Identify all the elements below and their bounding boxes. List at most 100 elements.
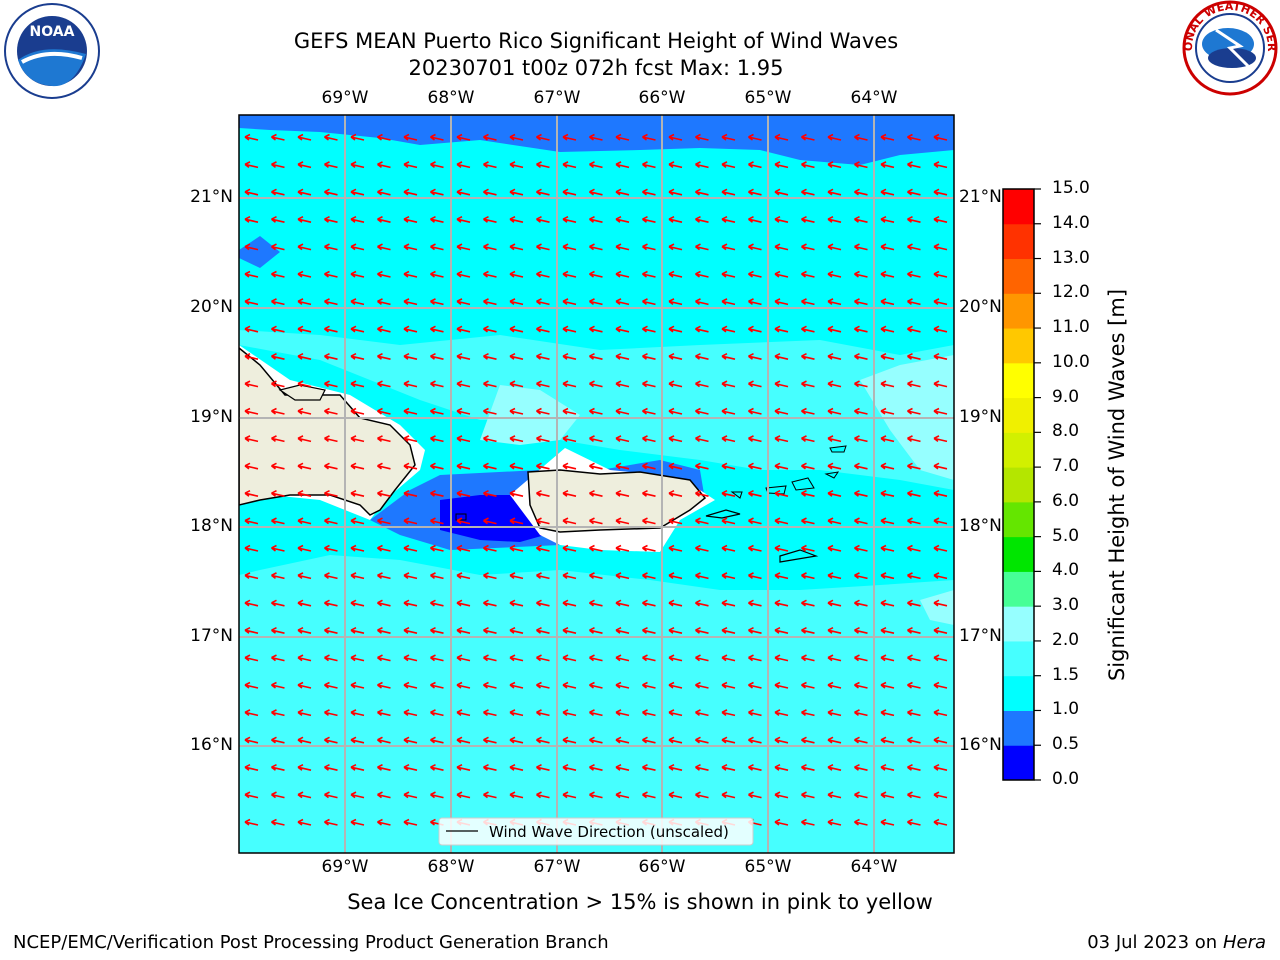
wave-direction-arrow — [774, 489, 789, 497]
lon-label-top: 67°W — [533, 88, 581, 108]
colorbar-tick-label: 8.0 — [1052, 421, 1080, 442]
wave-direction-arrow — [350, 188, 365, 196]
wave-direction-arrow — [933, 654, 948, 662]
wave-direction-arrow — [695, 215, 709, 223]
wave-direction-arrow — [695, 544, 709, 552]
wave-direction-arrow — [509, 489, 524, 497]
lon-label-bottom: 65°W — [744, 857, 792, 877]
wave-direction-arrow — [668, 763, 683, 771]
wave-direction-arrow — [430, 215, 444, 223]
wave-direction-arrow — [377, 298, 391, 306]
wave-direction-arrow — [271, 298, 285, 306]
wave-direction-arrow — [244, 791, 259, 799]
wave-direction-arrow — [324, 489, 338, 497]
wave-direction-arrow — [642, 626, 656, 634]
wave-direction-arrow — [933, 435, 948, 443]
wave-direction-arrow — [801, 626, 815, 634]
wave-direction-arrow — [668, 544, 683, 552]
wave-direction-arrow — [430, 133, 444, 141]
wave-direction-arrow — [695, 270, 709, 278]
wave-direction-arrow — [615, 599, 630, 607]
wave-direction-arrow — [907, 654, 921, 662]
wave-direction-arrow — [536, 709, 550, 717]
wave-direction-arrow — [244, 380, 259, 388]
wave-direction-arrow — [880, 325, 895, 333]
noaa-logo-text: NOAA — [30, 24, 75, 40]
wave-direction-arrow — [907, 188, 921, 196]
wave-direction-arrow — [907, 736, 921, 744]
wave-direction-arrow — [642, 270, 656, 278]
wave-direction-arrow — [483, 188, 497, 196]
wave-direction-arrow — [589, 517, 603, 525]
lat-label-left: 19°N — [190, 407, 233, 427]
wave-direction-arrow — [907, 763, 921, 771]
wave-direction-arrow — [774, 188, 789, 196]
lat-label-right: 16°N — [959, 735, 1002, 755]
wave-direction-arrow — [350, 435, 365, 443]
colorbar-tick-label: 6.0 — [1052, 490, 1080, 511]
wave-direction-arrow — [403, 517, 418, 525]
wave-direction-arrow — [536, 599, 550, 607]
wave-direction-arrow — [562, 325, 577, 333]
wave-direction-arrow — [589, 407, 603, 415]
wave-direction-arrow — [403, 462, 418, 470]
wave-direction-arrow — [509, 681, 524, 689]
wave-direction-arrow — [403, 626, 418, 634]
colorbar-tick-label: 14.0 — [1052, 212, 1090, 233]
colorbar-swatch — [1003, 467, 1034, 503]
wave-direction-arrow — [907, 352, 921, 360]
wave-direction-arrow — [668, 736, 683, 744]
wave-direction-arrow — [827, 188, 842, 196]
wave-direction-arrow — [854, 161, 868, 169]
wave-direction-arrow — [456, 298, 471, 306]
wave-direction-arrow — [403, 188, 418, 196]
wave-direction-arrow — [483, 298, 497, 306]
wave-direction-arrow — [297, 188, 312, 196]
wave-direction-arrow — [297, 270, 312, 278]
wave-direction-arrow — [430, 298, 444, 306]
wave-direction-arrow — [695, 435, 709, 443]
wave-direction-arrow — [456, 380, 471, 388]
wave-band-0.0-0.5 — [440, 495, 545, 542]
colorbar-tick-label: 11.0 — [1052, 317, 1090, 338]
wave-direction-arrow — [483, 243, 497, 251]
wave-direction-arrow — [483, 544, 497, 552]
wave-direction-arrow — [430, 681, 444, 689]
wave-direction-arrow — [536, 325, 550, 333]
wave-direction-arrow — [933, 489, 948, 497]
wave-direction-arrow — [642, 709, 656, 717]
wave-direction-arrow — [297, 709, 312, 717]
wave-direction-arrow — [721, 654, 736, 662]
wave-direction-arrow — [324, 599, 338, 607]
wave-direction-arrow — [615, 681, 630, 689]
wave-direction-arrow — [483, 791, 497, 799]
wave-direction-arrow — [907, 572, 921, 580]
wave-direction-arrow — [880, 791, 895, 799]
lat-label-right: 20°N — [959, 297, 1002, 317]
wave-direction-arrow — [827, 818, 842, 826]
wave-direction-arrow — [403, 544, 418, 552]
wave-direction-arrow — [668, 325, 683, 333]
wave-direction-arrow — [377, 599, 391, 607]
nws-logo: NATIONAL WEATHER SERVICE — [1180, 0, 1278, 96]
wave-direction-arrow — [589, 325, 603, 333]
wave-direction-arrow — [562, 462, 577, 470]
wave-direction-arrow — [774, 599, 789, 607]
wave-direction-arrow — [589, 270, 603, 278]
wave-direction-arrow — [615, 298, 630, 306]
wave-direction-arrow — [377, 133, 391, 141]
wave-direction-arrow — [483, 435, 497, 443]
wave-direction-arrow — [297, 380, 312, 388]
wave-direction-arrow — [774, 161, 789, 169]
wave-direction-arrow — [642, 572, 656, 580]
wave-direction-arrow — [324, 161, 338, 169]
wave-direction-arrow — [721, 435, 736, 443]
wave-direction-arrow — [509, 736, 524, 744]
wave-direction-arrow — [456, 544, 471, 552]
wave-direction-arrow — [774, 626, 789, 634]
colorbar-swatch — [1003, 745, 1034, 781]
wave-direction-arrow — [642, 544, 656, 552]
wave-direction-arrow — [324, 654, 338, 662]
wave-direction-arrow — [827, 380, 842, 388]
lon-label-bottom: 67°W — [533, 857, 581, 877]
